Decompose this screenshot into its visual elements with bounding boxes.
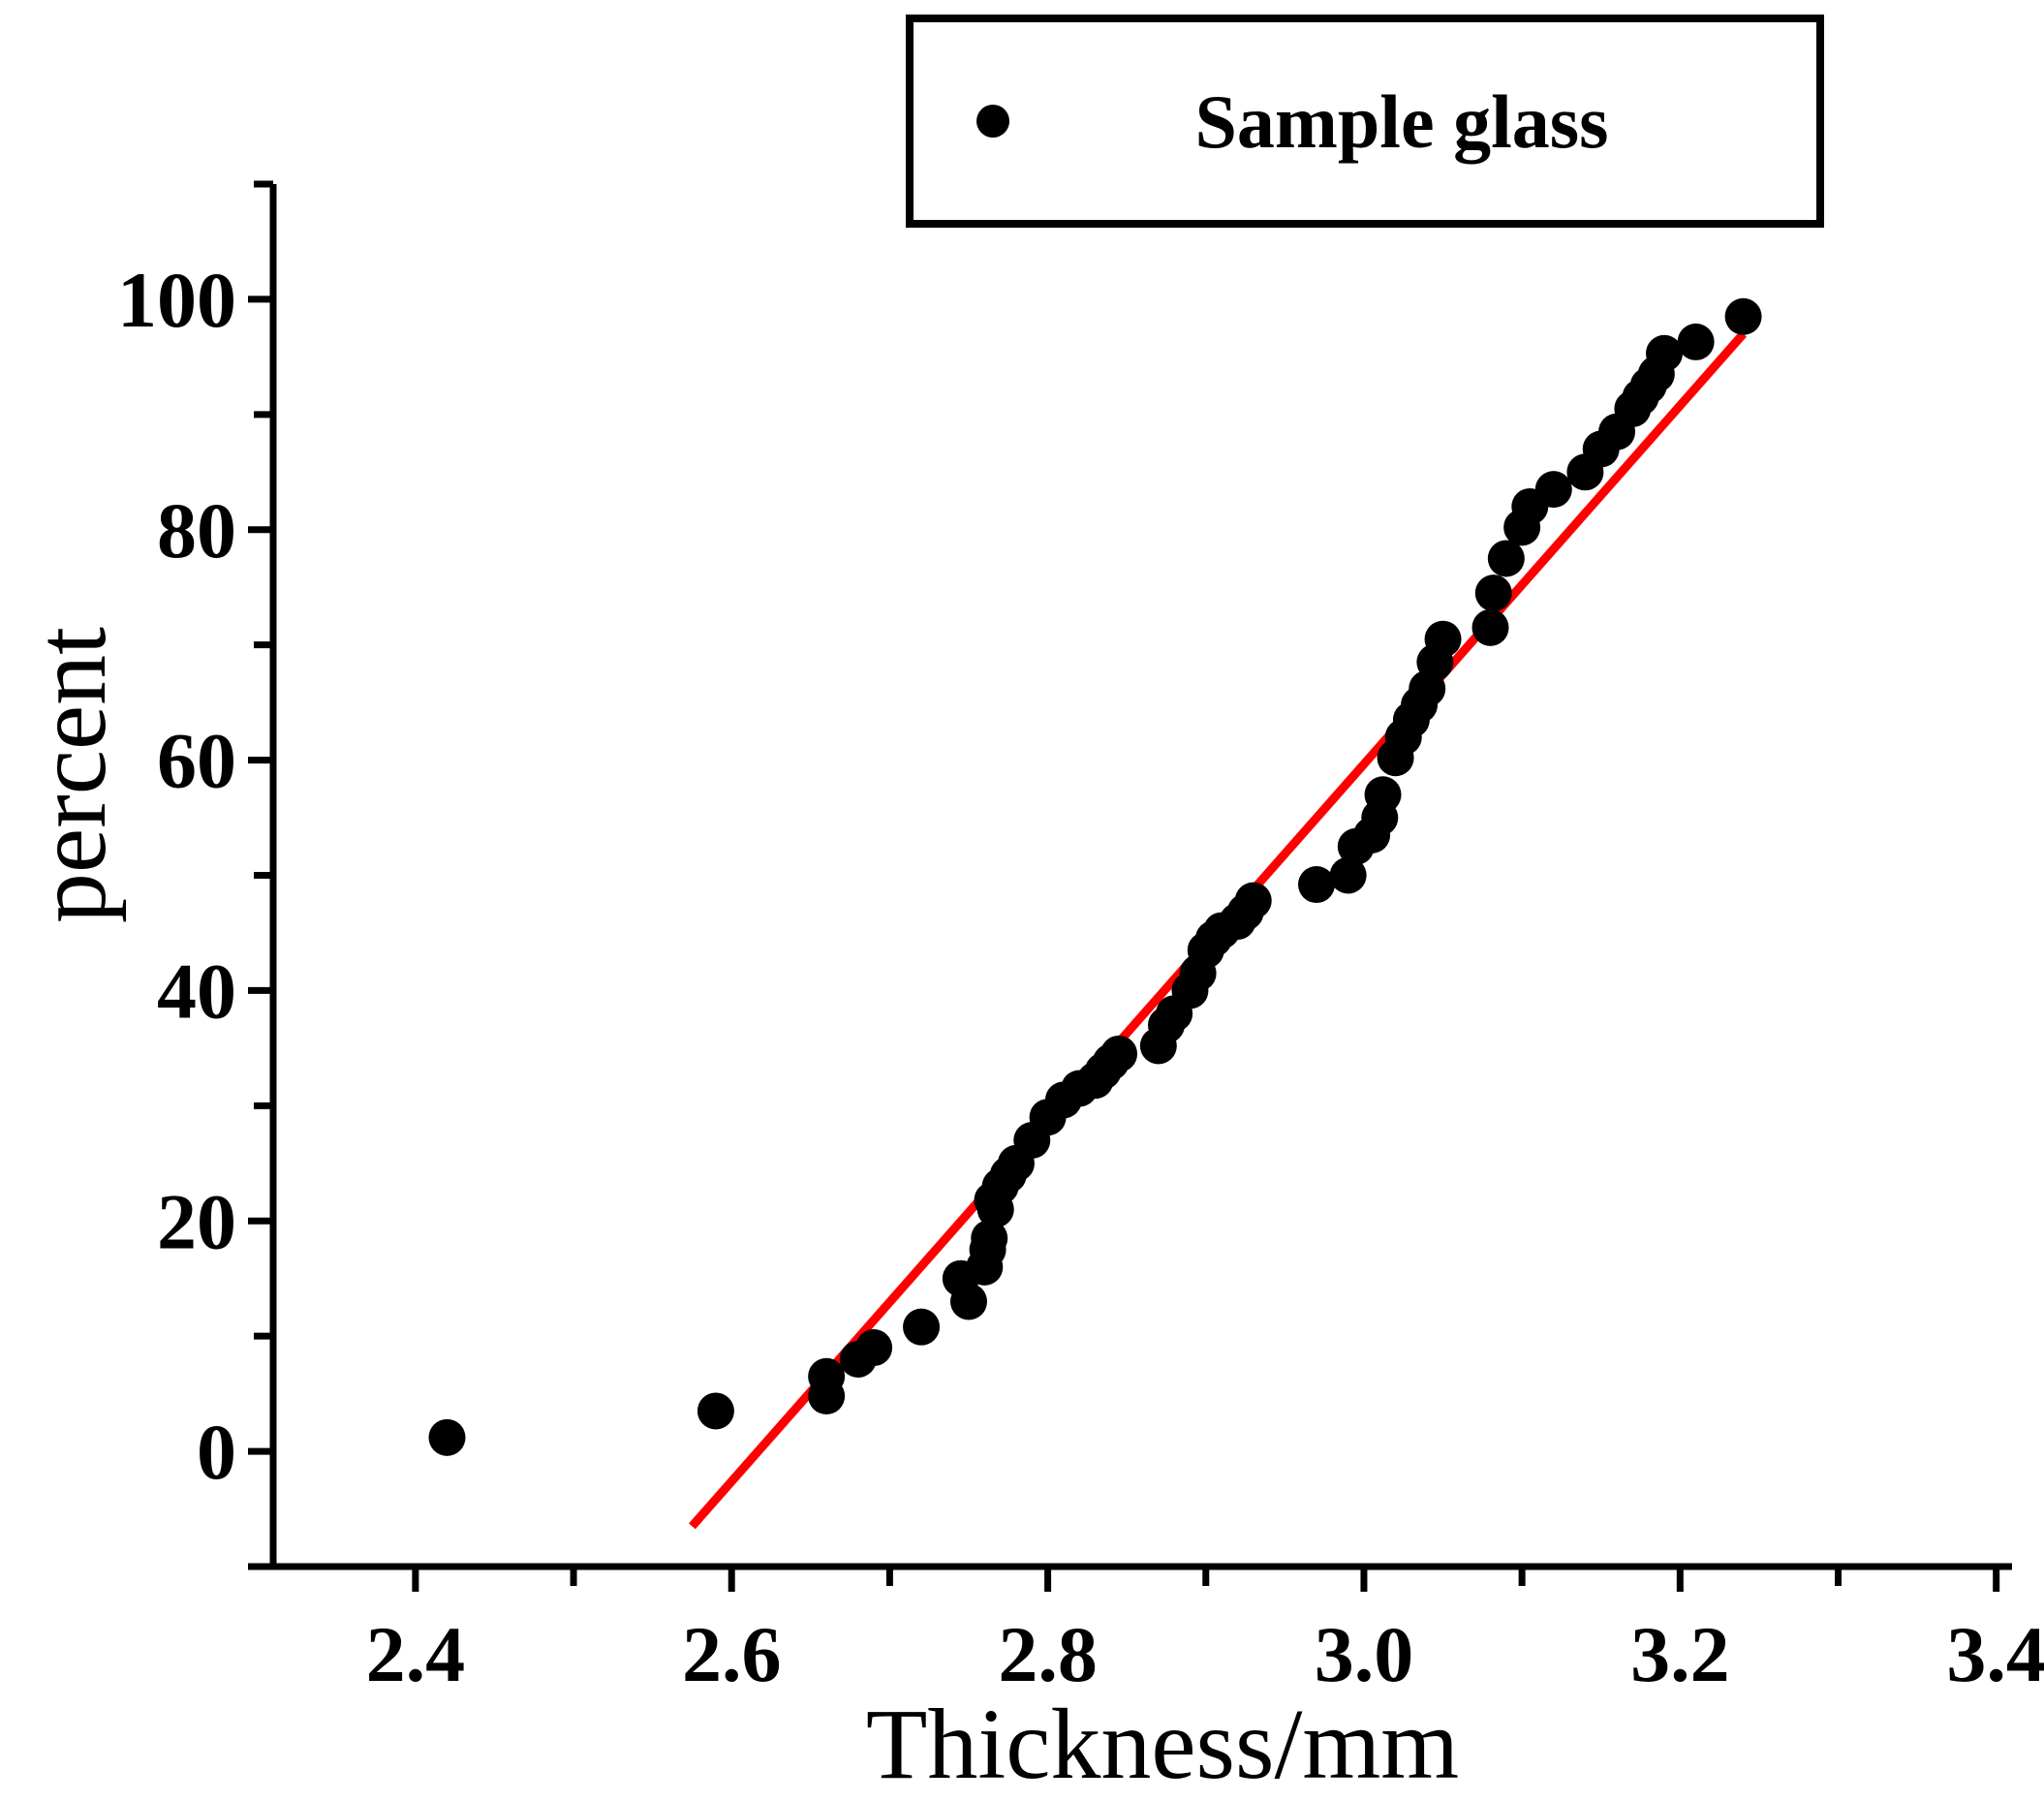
y-tick-label: 20 <box>157 1177 236 1265</box>
y-tick-label: 40 <box>157 947 236 1035</box>
y-axis-title: percent <box>15 627 127 923</box>
legend-label: Sample glass <box>1195 79 1609 164</box>
x-ticks <box>412 1567 2000 1592</box>
data-point <box>1677 323 1715 360</box>
data-point <box>950 1283 987 1320</box>
x-tick-labels: 2.4 2.6 2.8 3.0 3.2 3.4 <box>366 1610 2044 1698</box>
data-point <box>1100 1035 1138 1072</box>
y-tick-labels: 0 20 40 60 80 100 <box>117 256 236 1496</box>
data-point <box>1364 776 1402 814</box>
y-tick-label: 80 <box>157 486 236 574</box>
data-point <box>903 1308 941 1346</box>
data-point <box>428 1418 466 1456</box>
legend: Sample glass <box>906 15 1824 228</box>
y-ticks <box>248 180 273 1570</box>
x-tick-label: 3.4 <box>1946 1610 2044 1698</box>
data-point <box>1329 856 1367 894</box>
x-tick-label: 3.0 <box>1315 1610 1414 1698</box>
data-point <box>1471 608 1509 646</box>
y-tick-label: 100 <box>117 256 236 344</box>
x-tick-label: 2.4 <box>366 1610 466 1698</box>
data-points <box>428 297 1762 1456</box>
data-point <box>697 1392 734 1430</box>
legend-box <box>906 15 1824 228</box>
data-point <box>1487 540 1525 577</box>
legend-marker-icon <box>976 105 1009 138</box>
axes <box>248 184 2012 1570</box>
data-point <box>1234 882 1272 919</box>
data-point <box>855 1329 893 1367</box>
data-point <box>971 1220 1008 1258</box>
data-point <box>1474 574 1512 612</box>
x-axis-title: Thickness/mm <box>866 1689 1459 1800</box>
x-tick-label: 2.6 <box>682 1610 782 1698</box>
data-point <box>1646 334 1683 372</box>
data-point <box>1298 866 1335 904</box>
data-point <box>1534 471 1572 509</box>
x-tick-label: 3.2 <box>1630 1610 1730 1698</box>
y-tick-label: 60 <box>157 717 236 805</box>
y-tick-label: 0 <box>197 1408 236 1496</box>
x-tick-label: 2.8 <box>998 1610 1098 1698</box>
data-point <box>1724 297 1762 335</box>
data-point <box>1424 620 1462 658</box>
data-point <box>808 1357 846 1395</box>
